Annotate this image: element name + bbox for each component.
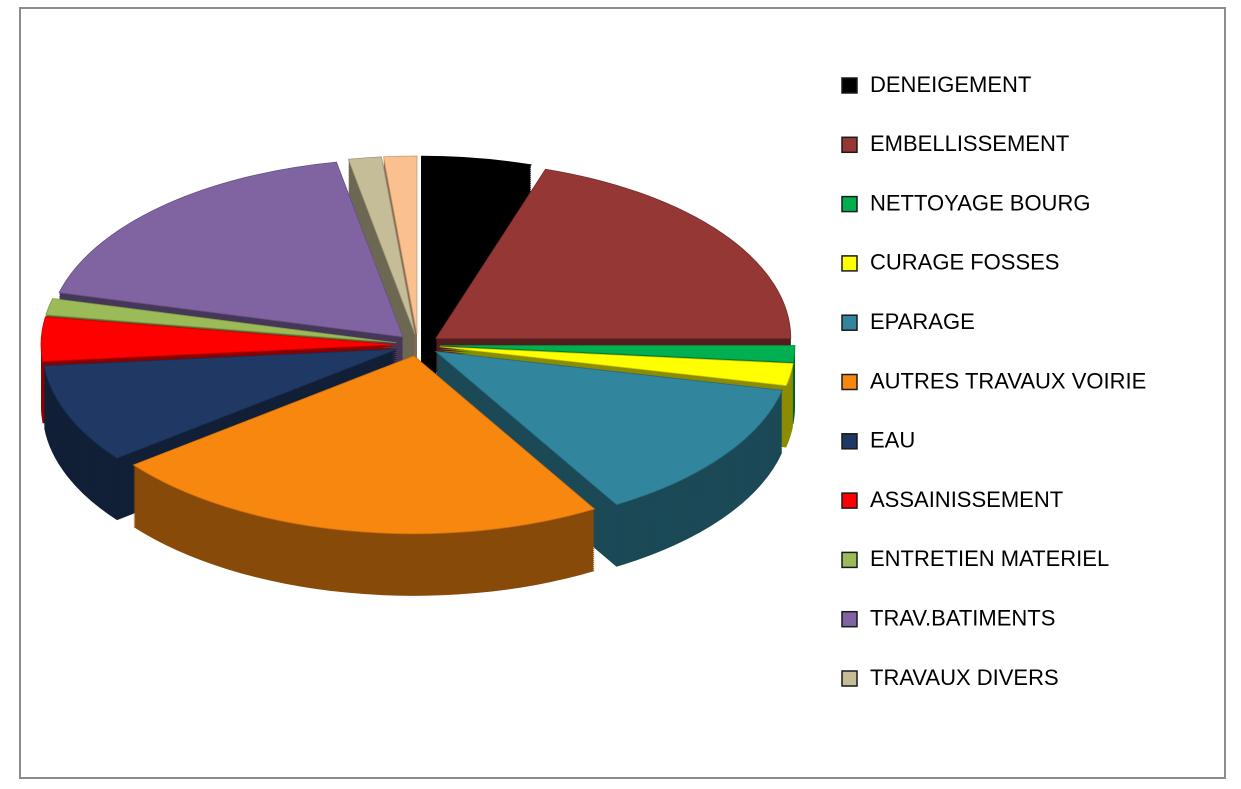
slice xyxy=(435,168,792,339)
legend-swatch xyxy=(841,433,858,450)
slice xyxy=(439,346,794,386)
slice-side xyxy=(348,166,415,345)
legend-label: TRAV.BATIMENTS xyxy=(870,606,1055,631)
slice xyxy=(45,298,397,344)
slice xyxy=(347,156,416,335)
legend-label: EPARAGE xyxy=(870,309,975,334)
slice-side xyxy=(439,350,794,390)
slice xyxy=(132,355,596,535)
legend-label: AUTRES TRAVAUX VOIRIE xyxy=(870,368,1146,393)
legend-swatch xyxy=(841,314,858,331)
slice xyxy=(421,155,532,336)
slice-side xyxy=(348,162,415,341)
slice-side xyxy=(348,172,415,351)
slice-side xyxy=(348,176,415,355)
legend-label: TRAVAUX DIVERS xyxy=(870,665,1059,690)
slice-side xyxy=(348,178,415,357)
legend-swatch xyxy=(841,610,858,628)
legend-swatch xyxy=(841,195,858,213)
slice-side xyxy=(348,188,415,367)
slice-side xyxy=(348,184,415,363)
slice-side xyxy=(439,348,794,388)
slice-side xyxy=(348,168,415,347)
slice xyxy=(43,348,398,459)
legend-label: DENEIGEMENT xyxy=(870,72,1031,97)
legend-label: EMBELLISSEMENT xyxy=(870,131,1069,156)
legend-swatch xyxy=(841,492,858,509)
slice-side xyxy=(348,182,415,361)
slice xyxy=(58,161,404,338)
legend-swatch xyxy=(841,551,858,569)
legend-swatch xyxy=(841,136,858,154)
legend-label: NETTOYAGE BOURG xyxy=(870,190,1090,215)
legend-label: ENTRETIEN MATERIEL xyxy=(870,546,1109,571)
legend-label: CURAGE FOSSES xyxy=(870,250,1059,275)
slice-side xyxy=(348,164,415,343)
slice-side xyxy=(348,174,415,353)
slice xyxy=(434,350,783,506)
slice xyxy=(439,345,796,363)
slice-side xyxy=(348,180,415,359)
legend-label: EAU xyxy=(870,428,915,453)
slice-side xyxy=(348,160,415,339)
slice xyxy=(40,316,397,362)
legend-swatch xyxy=(841,670,858,687)
slice-side xyxy=(348,170,415,349)
legend-swatch xyxy=(841,77,858,94)
slice-side xyxy=(348,186,415,365)
slice xyxy=(383,155,418,335)
legend-label: ASSAINISSEMENT xyxy=(870,487,1063,512)
legend-swatch xyxy=(841,373,858,391)
legend-swatch xyxy=(841,255,858,272)
